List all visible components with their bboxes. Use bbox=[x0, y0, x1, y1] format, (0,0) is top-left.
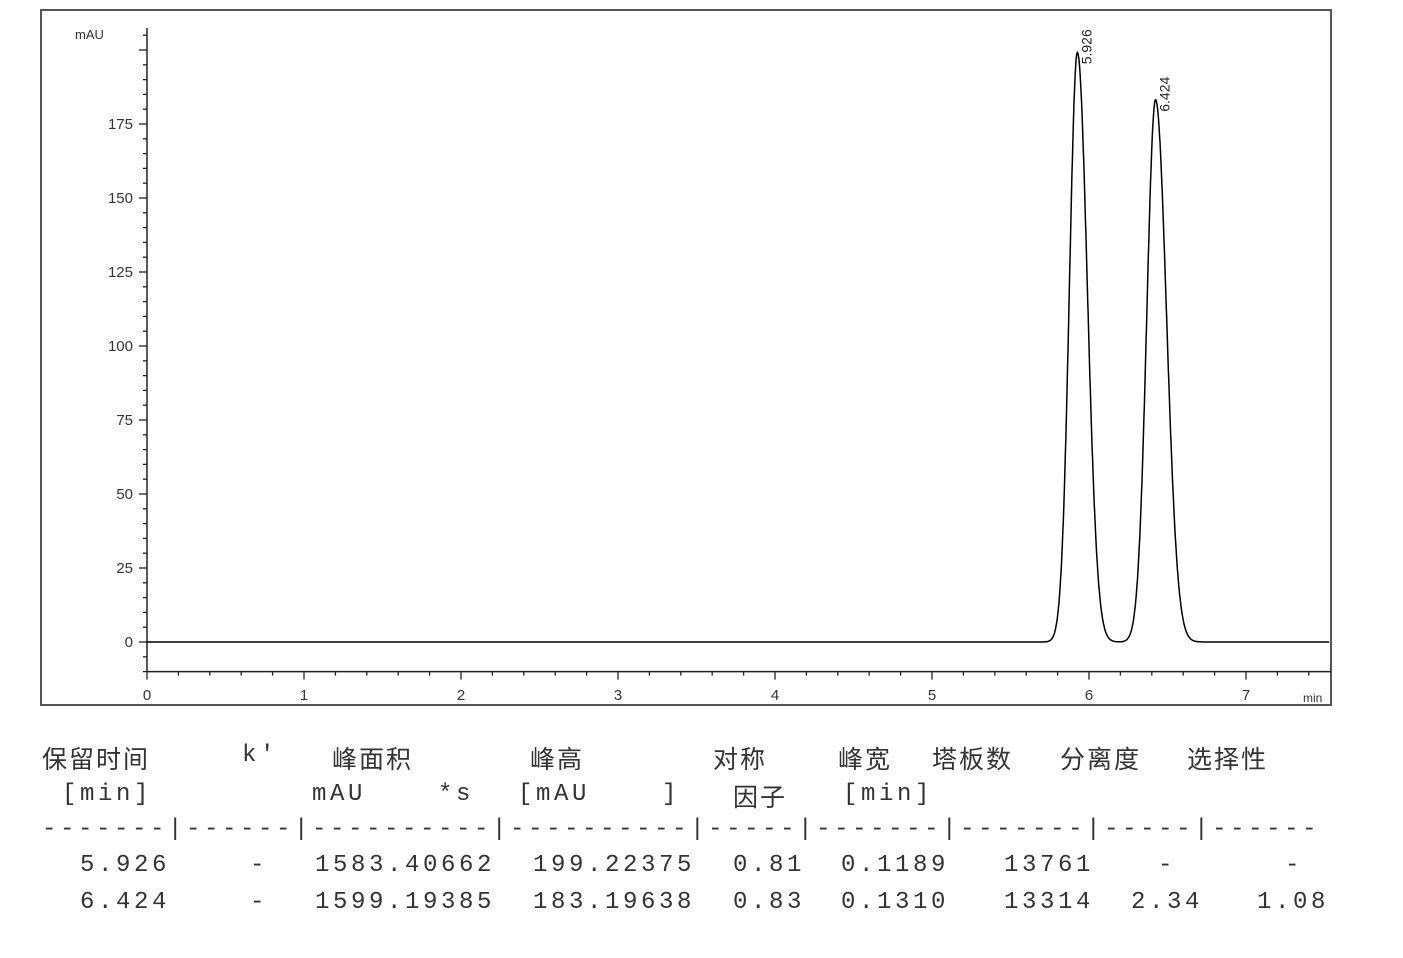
table-divider: -------|------|----------|----------|---… bbox=[42, 816, 1321, 843]
table-cell: 0.1310 bbox=[841, 889, 950, 916]
table-cell: 0.1189 bbox=[841, 852, 950, 879]
y-tick-label: 75 bbox=[116, 412, 133, 429]
y-axis-label: mAU bbox=[75, 27, 104, 42]
table-header-unit: [mAU ] bbox=[518, 781, 681, 808]
table-cell: 1599.19385 bbox=[315, 889, 496, 916]
table-cell: - bbox=[250, 852, 269, 879]
x-tick-label: 1 bbox=[300, 687, 308, 704]
chromatogram-trace bbox=[147, 51, 1330, 643]
y-tick-label: 0 bbox=[125, 634, 133, 651]
x-tick-label: 0 bbox=[143, 687, 151, 704]
table-cell: 2.34 bbox=[1131, 889, 1204, 916]
x-tick-label: 3 bbox=[614, 687, 622, 704]
x-tick-label: 2 bbox=[457, 687, 465, 704]
table-cell: - bbox=[1285, 852, 1304, 879]
table-header-unit: [min] bbox=[62, 781, 153, 808]
table-cell: 1583.40662 bbox=[315, 852, 496, 879]
y-tick-label: 150 bbox=[108, 190, 133, 207]
chromatogram: 0 25 50 75 100 125 150 175 mAU 0 1 2 3 4 5 6 7 min 5.926 6.… bbox=[40, 9, 1332, 706]
y-tick-label: 50 bbox=[116, 486, 133, 503]
table-cell: 0.83 bbox=[733, 889, 806, 916]
table-cell: 1.08 bbox=[1257, 889, 1330, 916]
table-header: 对称 bbox=[713, 745, 768, 774]
table-cell: 183.19638 bbox=[533, 889, 696, 916]
table-header-unit: 因子 bbox=[733, 783, 788, 812]
plot-frame bbox=[40, 9, 1332, 706]
x-tick-label: 7 bbox=[1242, 687, 1250, 704]
table-header: k' bbox=[242, 742, 279, 769]
table-cell: 0.81 bbox=[733, 852, 806, 879]
table-cell: 5.926 bbox=[80, 852, 171, 879]
table-header-unit: mAU *s bbox=[312, 781, 475, 808]
table-header: 峰高 bbox=[530, 745, 585, 774]
table-header: 分离度 bbox=[1060, 745, 1142, 774]
table-cell: 13314 bbox=[1004, 889, 1095, 916]
x-tick-label: 6 bbox=[1085, 687, 1093, 704]
table-header: 峰宽 bbox=[838, 745, 893, 774]
table-header-unit: [min] bbox=[843, 781, 934, 808]
table-header: 保留时间 bbox=[42, 745, 151, 774]
table-cell: - bbox=[250, 889, 269, 916]
y-tick-label: 25 bbox=[116, 560, 133, 577]
table-cell: - bbox=[1158, 852, 1177, 879]
x-axis-label: min bbox=[1303, 691, 1322, 705]
table-cell: 13761 bbox=[1004, 852, 1095, 879]
table-header: 塔板数 bbox=[932, 745, 1014, 774]
y-tick-label: 175 bbox=[108, 116, 133, 133]
x-tick-label: 4 bbox=[771, 687, 779, 704]
table-header: 峰面积 bbox=[332, 745, 414, 774]
peak-label: 5.926 bbox=[1078, 29, 1094, 64]
x-tick-label: 5 bbox=[928, 687, 936, 704]
y-tick-label: 100 bbox=[108, 338, 133, 355]
table-cell: 6.424 bbox=[80, 889, 171, 916]
table-header: 选择性 bbox=[1187, 745, 1269, 774]
table-cell: 199.22375 bbox=[533, 852, 696, 879]
peak-label: 6.424 bbox=[1157, 76, 1173, 111]
y-tick-label: 125 bbox=[108, 264, 133, 281]
